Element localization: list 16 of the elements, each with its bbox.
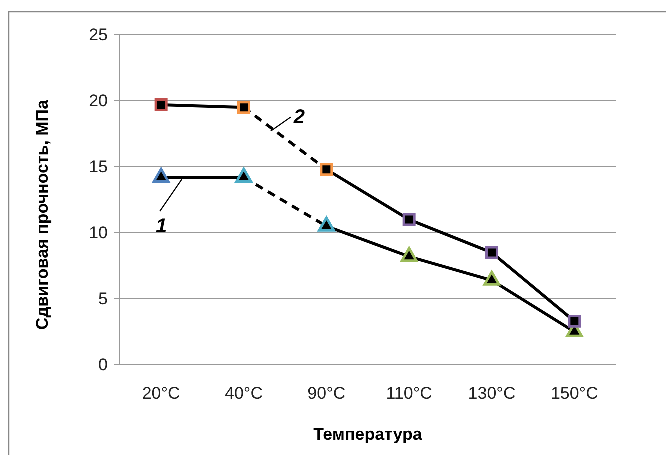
x-tick-label: 130°C <box>468 384 516 404</box>
x-tick-label: 90°C <box>308 384 346 404</box>
y-tick-label: 25 <box>89 25 108 44</box>
annotation: 1 <box>156 216 168 238</box>
y-tick-label: 20 <box>89 91 108 110</box>
y-axis-title: Сдвиговая прочность, МПа <box>33 99 52 330</box>
y-tick-label: 10 <box>89 223 108 242</box>
x-tick-label: 40°C <box>225 384 263 404</box>
annotation: 2 <box>292 106 306 128</box>
x-tick-label: 20°C <box>142 384 180 404</box>
x-axis-title: Температура <box>314 425 423 444</box>
y-tick-label: 15 <box>89 157 108 176</box>
x-tick-label: 110°C <box>386 384 432 404</box>
x-tick-label: 150°C <box>550 384 598 404</box>
y-tick-label: 5 <box>98 289 108 308</box>
y-tick-label: 0 <box>98 355 108 374</box>
